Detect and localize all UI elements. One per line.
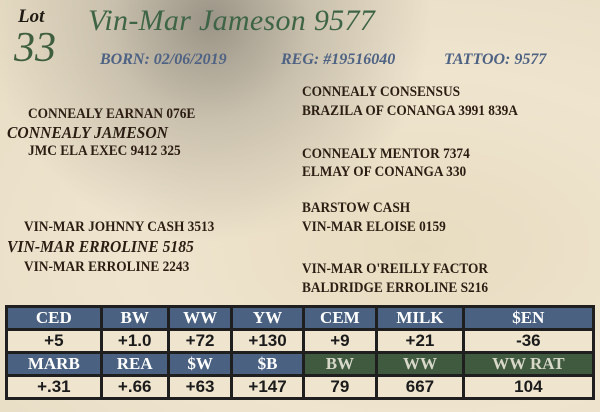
sire-sire-sire: CONNEALY CONSENSUS [302, 84, 461, 100]
epd-header: MILK [375, 305, 465, 331]
actual-header: WW [375, 351, 465, 377]
epd-header-row: MARB REA $W $B BW WW WW RAT [5, 351, 596, 377]
dam-dam-dam: BALDRIDGE ERROLINE S216 [302, 280, 489, 296]
sire-dam: JMC ELA EXEC 9412 325 [28, 143, 181, 159]
epd-header: CED [5, 305, 103, 331]
dam: VIN-MAR ERROLINE 5185 [7, 237, 194, 256]
dam-dam-sire: VIN-MAR O'REILLY FACTOR [302, 261, 489, 277]
epd-header: CEM [301, 305, 379, 331]
epd-value: +21 [375, 328, 465, 354]
lot-label: Lot [18, 6, 45, 27]
epd-value: +9 [301, 328, 379, 354]
born-date: BORN: 02/06/2019 [100, 51, 227, 68]
epd-value-row: +5 +1.0 +72 +130 +9 +21 -36 [5, 328, 596, 354]
epd-header: REA [99, 351, 170, 377]
epd-header-row: CED BW WW YW CEM MILK $EN [5, 305, 596, 331]
actual-value: 79 [301, 374, 379, 400]
epd-header: $W [166, 351, 234, 377]
dam-sire-dam: VIN-MAR ELOISE 0159 [302, 219, 446, 235]
epd-value: +1.0 [99, 328, 170, 354]
actual-header: WW RAT [461, 351, 596, 377]
epd-value: +63 [166, 374, 234, 400]
epd-header: $EN [461, 305, 596, 331]
sire-sire: CONNEALY EARNAN 076E [28, 106, 196, 122]
epd-value: +147 [230, 374, 305, 400]
dam-sire-sire: BARSTOW CASH [302, 200, 411, 216]
epd-value: +5 [5, 328, 103, 354]
dam-dam: VIN-MAR ERROLINE 2243 [24, 259, 190, 275]
tattoo: TATTOO: 9577 [444, 51, 547, 68]
sire-dam-dam: ELMAY OF CONANGA 330 [302, 164, 467, 180]
epd-header: WW [166, 305, 234, 331]
animal-name: Vin-Mar Jameson 9577 [88, 4, 376, 37]
epd-value: -36 [461, 328, 596, 354]
actual-header: BW [301, 351, 379, 377]
lot-number: 33 [14, 25, 56, 71]
registration-number: REG: #19516040 [281, 51, 396, 68]
epd-header: BW [99, 305, 170, 331]
epd-value-row: +.31 +.66 +63 +147 79 667 104 [5, 374, 596, 400]
dam-sire: VIN-MAR JOHNNY CASH 3513 [24, 219, 215, 235]
sire: CONNEALY JAMESON [7, 123, 168, 142]
epd-header: YW [230, 305, 305, 331]
sire-dam-sire: CONNEALY MENTOR 7374 [302, 146, 470, 162]
epd-value: +130 [230, 328, 305, 354]
epd-value: +.31 [5, 374, 103, 400]
epd-value: +72 [166, 328, 234, 354]
epd-value: +.66 [99, 374, 170, 400]
sire-sire-dam: BRAZILA OF CONANGA 3991 839A [302, 103, 518, 119]
epd-header: MARB [5, 351, 103, 377]
epd-header: $B [230, 351, 305, 377]
epd-table: CED BW WW YW CEM MILK $EN +5 +1.0 +72 +1… [5, 305, 596, 400]
actual-value: 667 [375, 374, 465, 400]
actual-value: 104 [461, 374, 596, 400]
